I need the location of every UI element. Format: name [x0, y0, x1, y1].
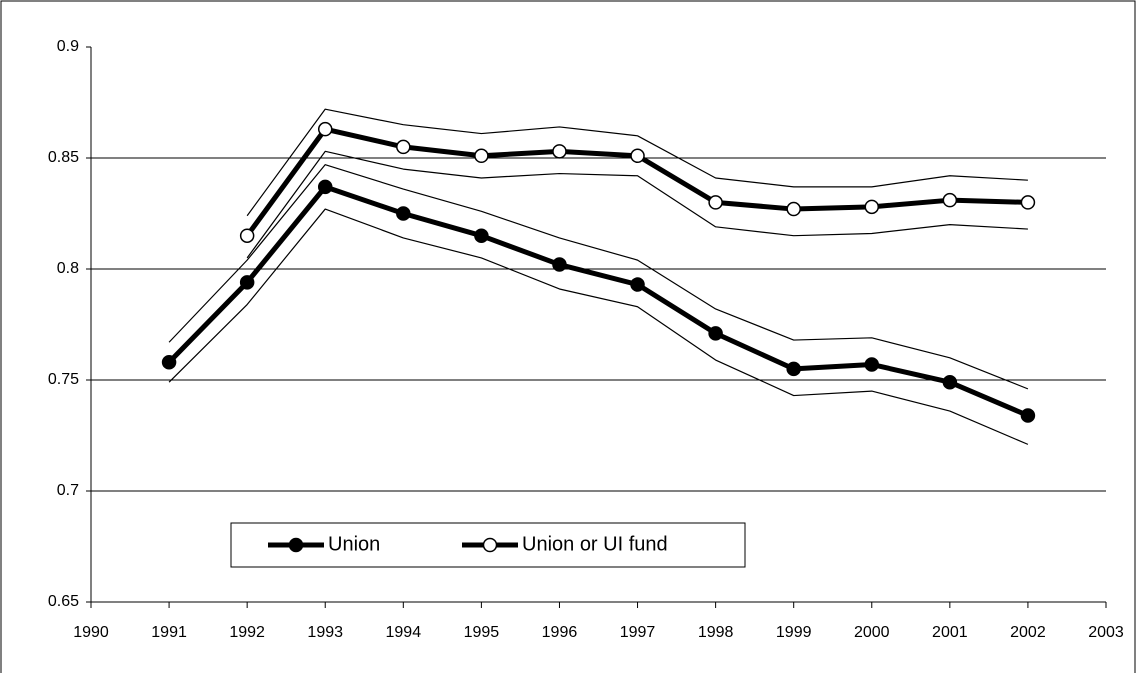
marker — [396, 206, 411, 221]
x-tick-label: 1998 — [698, 624, 734, 641]
x-tick-label: 1991 — [151, 624, 187, 641]
marker — [317, 179, 333, 195]
y-tick-label: 0.7 — [57, 482, 79, 499]
x-tick-label: 1993 — [307, 624, 343, 641]
marker — [630, 277, 645, 292]
upper-band-line — [246, 108, 1028, 217]
y-tick-label: 0.85 — [48, 149, 79, 166]
y-tick-label: 0.9 — [57, 38, 79, 55]
marker — [708, 326, 723, 341]
marker — [942, 374, 958, 390]
x-tick-label: 2000 — [854, 624, 890, 641]
legend-label: Union — [328, 533, 380, 555]
x-tick-label: 1990 — [73, 624, 109, 641]
marker — [708, 195, 723, 210]
x-tick-label: 1997 — [620, 624, 656, 641]
x-tick-label: 1994 — [386, 624, 422, 641]
marker — [630, 148, 645, 164]
series-line — [245, 126, 1028, 238]
marker — [786, 201, 801, 217]
x-tick-label: 1992 — [229, 624, 265, 641]
x-tick-label: 2002 — [1010, 624, 1046, 641]
x-tick-label: 1999 — [776, 624, 812, 641]
marker — [396, 139, 411, 155]
y-tick-label: 0.75 — [48, 371, 79, 388]
marker — [239, 275, 255, 290]
marker — [942, 192, 958, 208]
marker — [1020, 408, 1036, 423]
legend-marker — [482, 537, 498, 553]
marker — [474, 148, 489, 164]
legend-marker — [288, 537, 304, 553]
marker — [161, 354, 177, 370]
marker — [786, 361, 801, 377]
y-tick-label: 0.65 — [48, 593, 79, 610]
marker — [552, 144, 567, 159]
upper-band-line — [168, 164, 1029, 390]
marker — [239, 228, 255, 243]
legend-label: Union or UI fund — [522, 533, 668, 555]
lower-band-line — [168, 208, 1029, 445]
lower-band-line — [246, 150, 1028, 259]
x-tick-label: 1996 — [542, 624, 578, 641]
marker — [864, 199, 880, 215]
series-line — [167, 184, 1029, 418]
marker — [864, 357, 880, 372]
marker — [317, 121, 333, 137]
x-tick-label: 1995 — [464, 624, 500, 641]
x-tick-label: 2003 — [1088, 624, 1124, 641]
marker — [552, 257, 567, 272]
marker — [474, 228, 489, 243]
marker — [1020, 195, 1036, 210]
y-tick-label: 0.8 — [57, 260, 79, 277]
x-tick-label: 2001 — [932, 624, 968, 641]
